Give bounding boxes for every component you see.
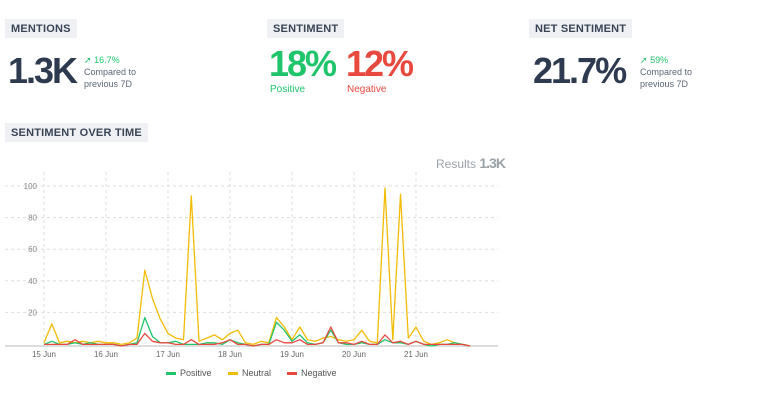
x-tick-label: 18 Jun (218, 350, 242, 359)
results-count: Results 1.3K (436, 155, 506, 171)
mentions-change: 16.7% (94, 55, 120, 65)
mentions-title: MENTIONS (5, 19, 77, 38)
compare-period: previous 7D (84, 79, 133, 89)
positive-label: Positive (270, 84, 306, 95)
y-tick-label: 60 (28, 245, 37, 254)
net-sentiment-value: 21.7% (533, 50, 627, 91)
x-tick-label: 19 Jun (280, 350, 304, 359)
x-tick-label: 15 Jun (32, 350, 56, 359)
negative-value: 12% (346, 43, 414, 84)
results-value: 1.3K (479, 155, 506, 171)
sentiment-title: SENTIMENT (267, 19, 345, 38)
negative-label: Negative (347, 84, 387, 95)
legend-neutral[interactable]: Neutral (228, 368, 271, 378)
x-tick-label: 20 Jun (342, 350, 366, 359)
negative-swatch (287, 371, 297, 375)
compare-text: Compared to (640, 67, 693, 77)
over-time-title: SENTIMENT OVER TIME (5, 123, 148, 142)
mentions-comparison: ➚ 16.7% Compared to previous 7D (84, 54, 136, 90)
legend-label: Positive (180, 368, 212, 378)
y-tick-label: 20 (28, 308, 37, 317)
y-tick-label: 40 (28, 277, 37, 286)
y-tick-label: 100 (24, 182, 38, 191)
net-comparison: ➚ 59% Compared to previous 7D (640, 54, 692, 90)
series-line-neutral (43, 187, 471, 347)
x-tick-label: 21 Jun (404, 350, 428, 359)
results-label: Results (436, 157, 477, 171)
legend-positive[interactable]: Positive (166, 368, 212, 378)
legend-label: Neutral (242, 368, 272, 378)
positive-value: 18% (269, 43, 337, 84)
neutral-swatch (228, 371, 238, 375)
arrow-up-right-icon: ➚ (640, 55, 648, 65)
legend-negative[interactable]: Negative (287, 368, 337, 378)
x-tick-label: 16 Jun (94, 350, 118, 359)
mentions-value: 1.3K (8, 50, 78, 91)
x-tick-label: 17 Jun (156, 350, 180, 359)
arrow-up-right-icon: ➚ (84, 55, 92, 65)
series-line-negative (44, 326, 471, 347)
series-line-positive (43, 316, 471, 347)
compare-text: Compared to (84, 67, 137, 77)
net-change: 59% (650, 55, 669, 65)
y-tick-label: 80 (28, 214, 37, 223)
compare-period: previous 7D (640, 79, 689, 89)
legend-label: Negative (301, 368, 337, 378)
net-sentiment-title: NET SENTIMENT (529, 19, 633, 38)
positive-swatch (166, 371, 176, 375)
